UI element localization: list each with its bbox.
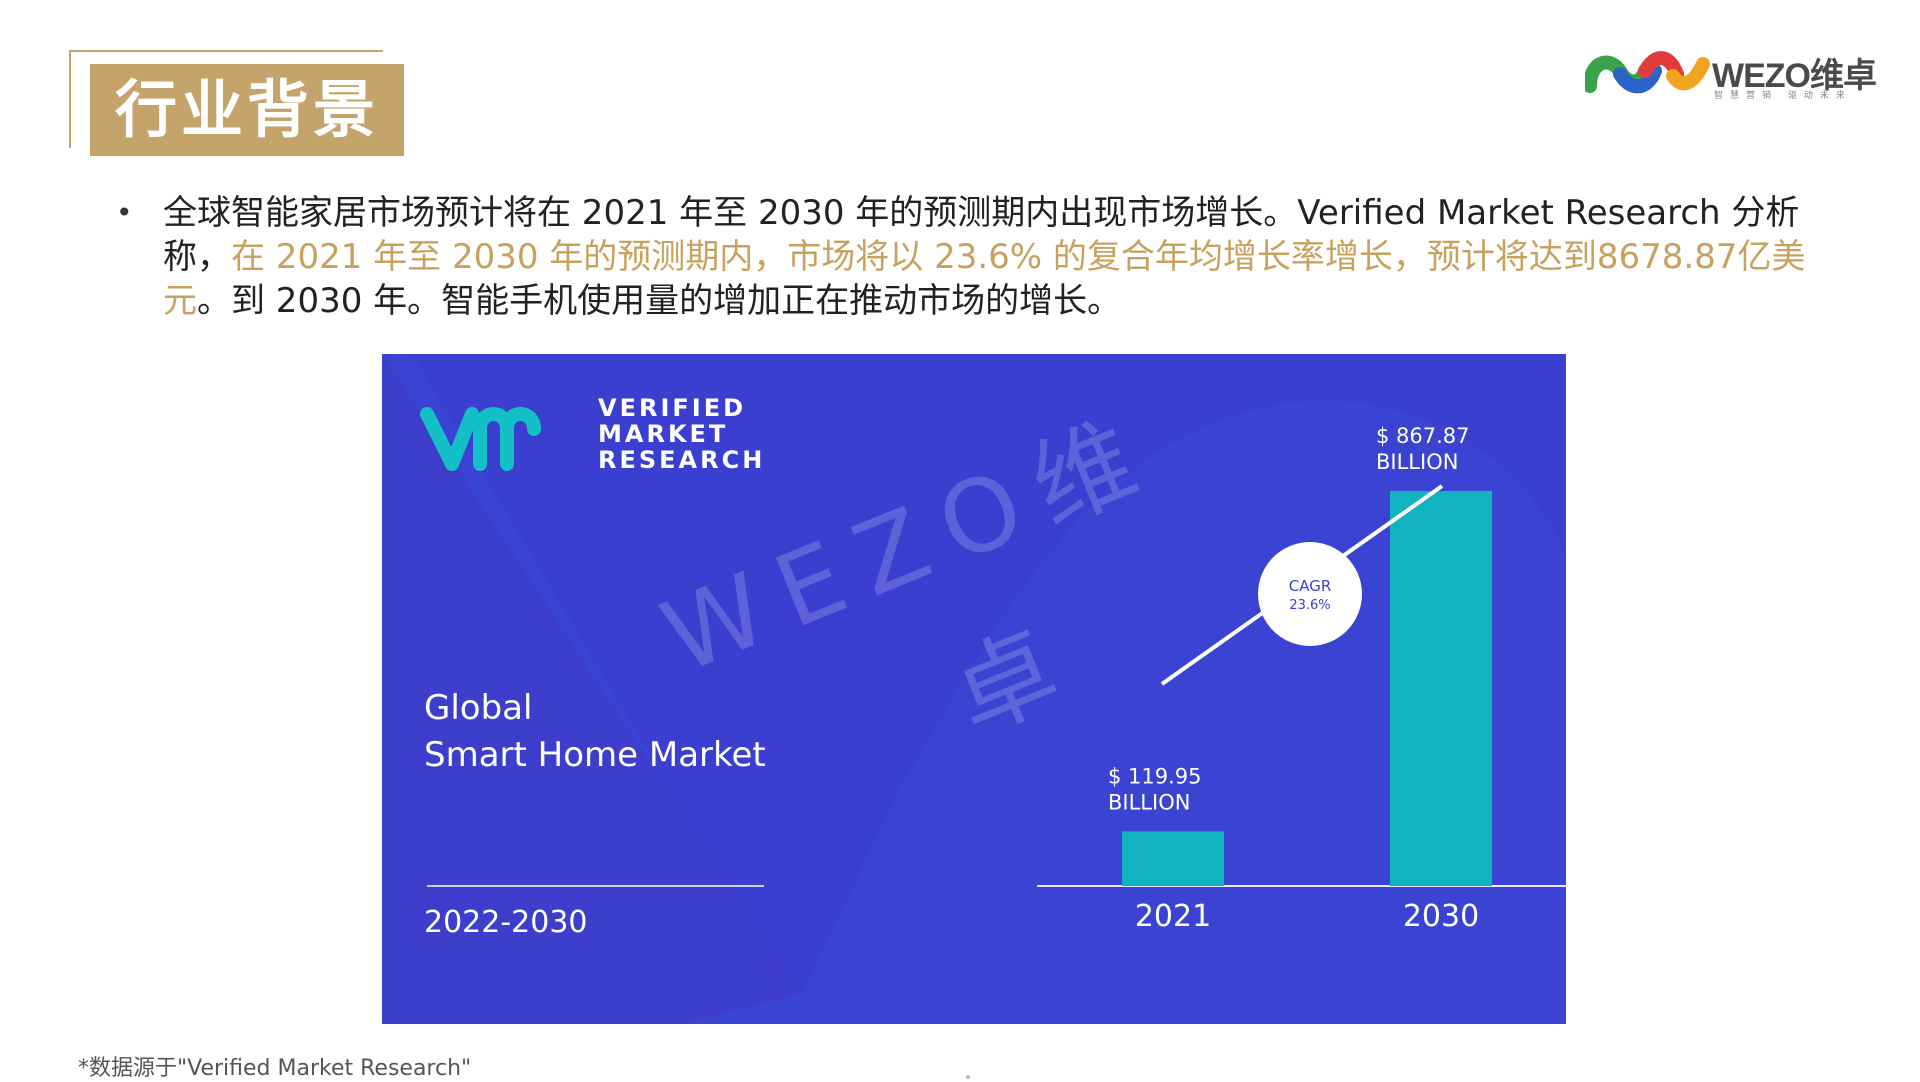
brand-logo: WEZO维卓 智慧营销 驱动未来 (1585, 46, 1885, 108)
paragraph-part1: 全球智能家居市场预计将在 2021 年至 2030 年的预测期内出现市场增长。V… (163, 193, 1800, 277)
logo-name: WEZO维卓 (1712, 57, 1877, 95)
wezo-logo-icon (1585, 51, 1710, 94)
source-footnote: *数据源于"Verified Market Research" (78, 1056, 472, 1081)
bar-2030 (1390, 491, 1492, 886)
bar-value-label: $ 867.87 (1376, 424, 1470, 448)
market-chart: VERIFIED MARKET RESEARCH Global Smart Home M… (382, 354, 1566, 1024)
page-indicator-dot (966, 1075, 970, 1079)
x-tick-label: 2030 (1403, 899, 1479, 934)
vmr-logo-text: RESEARCH (598, 446, 765, 474)
cagr-circle (1258, 542, 1362, 646)
bar-value-label: $ 119.95 (1108, 764, 1202, 788)
logo-slogan: 智慧营销 驱动未来 (1714, 91, 1852, 101)
page-title: 行业背景 (90, 64, 404, 156)
x-tick-label: 2021 (1135, 899, 1211, 934)
chart-subtitle: 2022-2030 (424, 905, 588, 940)
title-frame (69, 50, 383, 148)
bar-value-unit: BILLION (1376, 450, 1458, 474)
cagr-value: 23.6% (1289, 598, 1330, 613)
chart-title-line1: Global (424, 688, 532, 728)
chart-title-line2: Smart Home Market (424, 735, 766, 775)
bar-value-unit: BILLION (1108, 790, 1190, 814)
vmr-logo-text: MARKET (598, 420, 728, 448)
vmr-logo-icon (420, 407, 541, 471)
intro-paragraph: 全球智能家居市场预计将在 2021 年至 2030 年的预测期内出现市场增长。V… (163, 191, 1863, 323)
paragraph-part3: 。到 2030 年。智能手机使用量的增加正在推动市场的增长。 (197, 281, 1122, 321)
bar-2021 (1122, 831, 1224, 886)
paragraph-highlight: 在 2021 年至 2030 年的预测期内，市场将以 23.6% 的复合年均增长… (163, 237, 1806, 321)
cagr-label: CAGR (1289, 577, 1332, 595)
vmr-logo-text: VERIFIED (598, 394, 746, 422)
bullet-dot: • (116, 196, 133, 229)
bg-left-shape (382, 354, 802, 1024)
